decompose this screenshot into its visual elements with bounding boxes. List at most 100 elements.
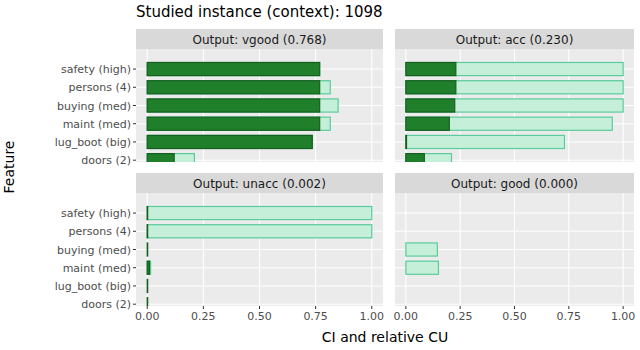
tick xyxy=(460,306,461,309)
tick-label: doors (2) xyxy=(81,154,131,167)
strip xyxy=(395,29,634,49)
tick-label: 0.75 xyxy=(557,310,582,323)
grid-line xyxy=(371,49,372,162)
bar xyxy=(405,298,406,306)
panel-title: Output: unacc (0.002) xyxy=(193,177,326,191)
bar xyxy=(406,99,455,112)
tick-label: 0.00 xyxy=(135,310,160,323)
tick-label: lug_boot (big) xyxy=(55,280,131,293)
tick-label: 0.50 xyxy=(502,310,527,323)
tick xyxy=(133,249,136,250)
tick-label: persons (4) xyxy=(68,225,131,238)
background xyxy=(0,0,640,350)
tick xyxy=(203,306,204,309)
bar xyxy=(147,225,372,238)
bar xyxy=(405,225,406,238)
grid-line xyxy=(514,193,515,306)
bar xyxy=(405,225,406,238)
plot-area xyxy=(136,193,383,306)
tick xyxy=(133,231,136,232)
tick-label: persons (4) xyxy=(68,81,131,94)
bar xyxy=(405,279,406,292)
bar xyxy=(147,279,149,292)
tick-label: 0.50 xyxy=(247,310,272,323)
bar xyxy=(147,62,319,75)
bar xyxy=(147,261,149,274)
tick xyxy=(133,160,136,161)
bar xyxy=(147,261,150,274)
tick xyxy=(259,306,260,309)
bar xyxy=(147,243,149,256)
bar xyxy=(406,261,439,274)
grid-line xyxy=(147,193,148,306)
tick xyxy=(133,213,136,214)
bars xyxy=(147,206,372,306)
panel: Output: unacc (0.002) xyxy=(136,173,383,311)
bar xyxy=(406,154,424,162)
bar xyxy=(406,154,452,162)
panel-title: Output: vgood (0.768) xyxy=(192,33,326,47)
bar xyxy=(147,154,174,162)
bar xyxy=(147,279,148,292)
tick-label: 1.00 xyxy=(360,310,385,323)
tick xyxy=(315,306,316,309)
grid-line xyxy=(460,193,461,306)
tick xyxy=(133,123,136,124)
tick xyxy=(133,69,136,70)
grid-line xyxy=(568,193,569,306)
bar xyxy=(406,243,438,256)
panel: Output: acc (0.230) xyxy=(395,29,634,167)
tick xyxy=(133,105,136,106)
bar xyxy=(406,135,565,148)
bar xyxy=(406,99,623,112)
tick-label: buying (med) xyxy=(57,100,131,113)
tick xyxy=(568,306,569,309)
tick-label: safety (high) xyxy=(61,207,131,220)
bar xyxy=(147,99,319,112)
bar xyxy=(147,206,149,219)
bar xyxy=(405,206,406,219)
bars xyxy=(147,62,338,162)
bar xyxy=(406,117,612,130)
chart: Studied instance (context): 1098 Output: … xyxy=(0,0,640,350)
bar xyxy=(406,62,456,75)
bar xyxy=(147,135,312,148)
tick xyxy=(405,306,406,309)
bar xyxy=(147,243,148,256)
tick xyxy=(147,306,148,309)
bar xyxy=(405,243,406,256)
tick xyxy=(133,285,136,286)
panel: Output: good (0.000) xyxy=(395,173,634,306)
bar xyxy=(147,117,319,130)
bar xyxy=(147,99,338,112)
bar xyxy=(406,81,623,94)
tick-label: 0.25 xyxy=(191,310,216,323)
bar xyxy=(405,279,406,292)
plot-area xyxy=(395,193,634,306)
bar xyxy=(147,298,148,306)
bar xyxy=(405,298,406,306)
tick-label: buying (med) xyxy=(57,244,131,257)
bar xyxy=(147,298,149,306)
bar xyxy=(406,81,456,94)
tick-label: lug_boot (big) xyxy=(55,136,131,149)
bar xyxy=(405,206,406,219)
tick-label: maint (med) xyxy=(63,262,131,275)
strip xyxy=(395,173,634,193)
axis-label: Feature xyxy=(1,141,17,194)
bar xyxy=(147,62,319,75)
bar xyxy=(147,206,372,219)
strip xyxy=(136,29,383,49)
panel-title: Output: acc (0.230) xyxy=(456,33,574,47)
bar xyxy=(147,135,312,148)
bar xyxy=(406,117,449,130)
tick xyxy=(133,267,136,268)
plot-area xyxy=(136,49,383,162)
chart-title: Studied instance (context): 1098 xyxy=(136,3,383,21)
bar xyxy=(405,261,406,274)
tick xyxy=(133,304,136,305)
tick-label: 0.75 xyxy=(303,310,328,323)
bar xyxy=(405,135,407,148)
tick-label: 0.00 xyxy=(394,310,419,323)
tick xyxy=(371,306,372,309)
